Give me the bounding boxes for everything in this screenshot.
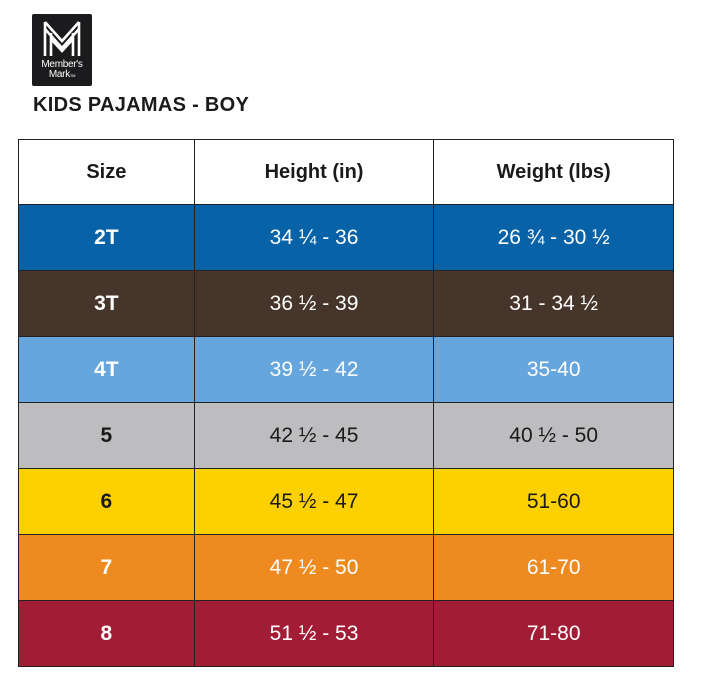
height-cell: 45 ½ - 47 (193, 468, 435, 535)
height-cell: 42 ½ - 45 (193, 402, 435, 469)
table-row: 6 45 ½ - 47 51-60 (18, 468, 674, 535)
size-cell: 8 (18, 600, 195, 667)
weight-cell: 51-60 (433, 468, 674, 535)
weight-cell: 71-80 (433, 600, 674, 667)
table-row: 3T 36 ½ - 39 31 - 34 ½ (18, 270, 674, 337)
header-height: Height (in) (193, 139, 435, 205)
size-cell: 2T (18, 204, 195, 271)
brand-name-line1: Member's (41, 59, 83, 70)
height-cell: 47 ½ - 50 (193, 534, 435, 601)
weight-cell: 26 ¾ - 30 ½ (433, 204, 674, 271)
size-cell: 5 (18, 402, 195, 469)
table-row: 2T 34 ¼ - 36 26 ¾ - 30 ½ (18, 204, 674, 271)
header-weight: Weight (lbs) (433, 139, 674, 205)
table-row: 4T 39 ½ - 42 35-40 (18, 336, 674, 403)
table-header-row: Size Height (in) Weight (lbs) (18, 139, 674, 205)
size-cell: 4T (18, 336, 195, 403)
weight-cell: 35-40 (433, 336, 674, 403)
table-row: 5 42 ½ - 45 40 ½ - 50 (18, 402, 674, 469)
table-row: 7 47 ½ - 50 61-70 (18, 534, 674, 601)
page-title: KIDS PAJAMAS - BOY (33, 94, 250, 116)
table-row: 8 51 ½ - 53 71-80 (18, 600, 674, 667)
size-cell: 3T (18, 270, 195, 337)
height-cell: 36 ½ - 39 (193, 270, 435, 337)
size-chart-table: Size Height (in) Weight (lbs) 2T 34 ¼ - … (18, 139, 674, 667)
brand-logo: Member's MarkTM (32, 14, 92, 86)
brand-name-line2: MarkTM (48, 69, 76, 80)
size-cell: 7 (18, 534, 195, 601)
weight-cell: 61-70 (433, 534, 674, 601)
weight-cell: 31 - 34 ½ (433, 270, 674, 337)
height-cell: 51 ½ - 53 (193, 600, 435, 667)
brand-name: Member's MarkTM (32, 60, 92, 81)
m-monogram-icon (43, 21, 81, 56)
header-size: Size (18, 139, 195, 205)
height-cell: 34 ¼ - 36 (193, 204, 435, 271)
weight-cell: 40 ½ - 50 (433, 402, 674, 469)
height-cell: 39 ½ - 42 (193, 336, 435, 403)
size-cell: 6 (18, 468, 195, 535)
